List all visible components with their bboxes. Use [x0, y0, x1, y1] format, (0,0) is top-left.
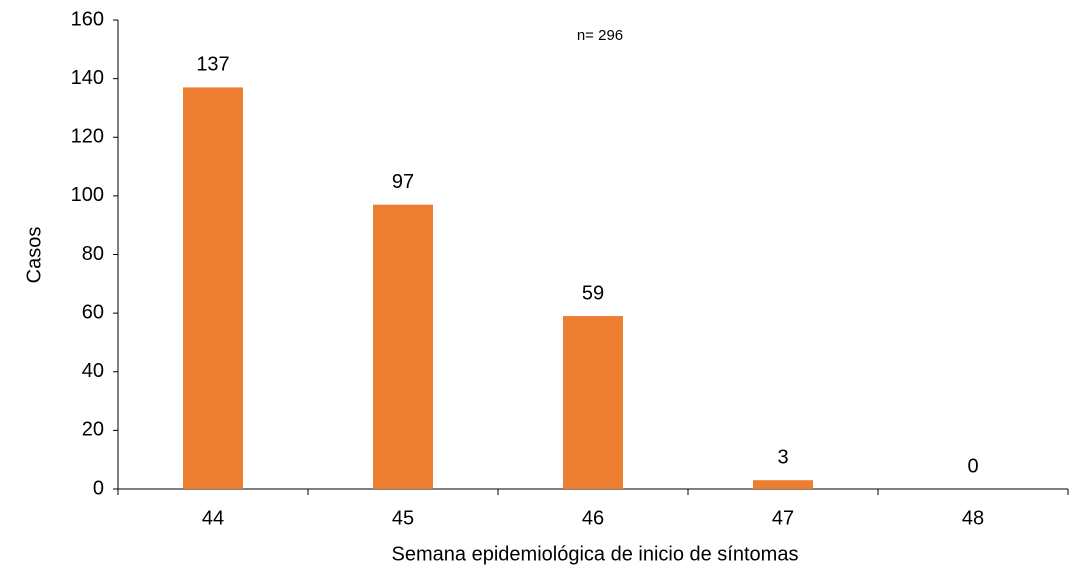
bar: [753, 480, 813, 489]
y-tick-label: 0: [93, 477, 104, 499]
data-label: 97: [392, 171, 414, 193]
x-tick-label: 46: [582, 507, 604, 529]
y-axis-label: Casos: [23, 227, 45, 284]
y-tick-label: 80: [82, 243, 104, 265]
data-label: 0: [967, 455, 978, 477]
y-tick-label: 20: [82, 419, 104, 441]
y-tick-label: 40: [82, 360, 104, 382]
x-tick-label: 44: [202, 507, 224, 529]
x-tick-label: 45: [392, 507, 414, 529]
x-tick-label: 47: [772, 507, 794, 529]
x-tick-label: 48: [962, 507, 984, 529]
y-tick-label: 100: [71, 184, 104, 206]
y-tick-label: 120: [71, 126, 104, 148]
data-label: 137: [196, 54, 229, 76]
data-label: 3: [777, 446, 788, 468]
y-tick-label: 140: [71, 67, 104, 89]
y-tick-label: 160: [71, 8, 104, 30]
bar: [373, 204, 433, 489]
bar: [563, 316, 623, 489]
x-axis-label: Semana epidemiológica de inicio de sínto…: [392, 543, 799, 565]
data-label: 59: [582, 282, 604, 304]
y-tick-label: 60: [82, 301, 104, 323]
bar: [183, 87, 243, 489]
annotation: n= 296: [577, 27, 623, 44]
